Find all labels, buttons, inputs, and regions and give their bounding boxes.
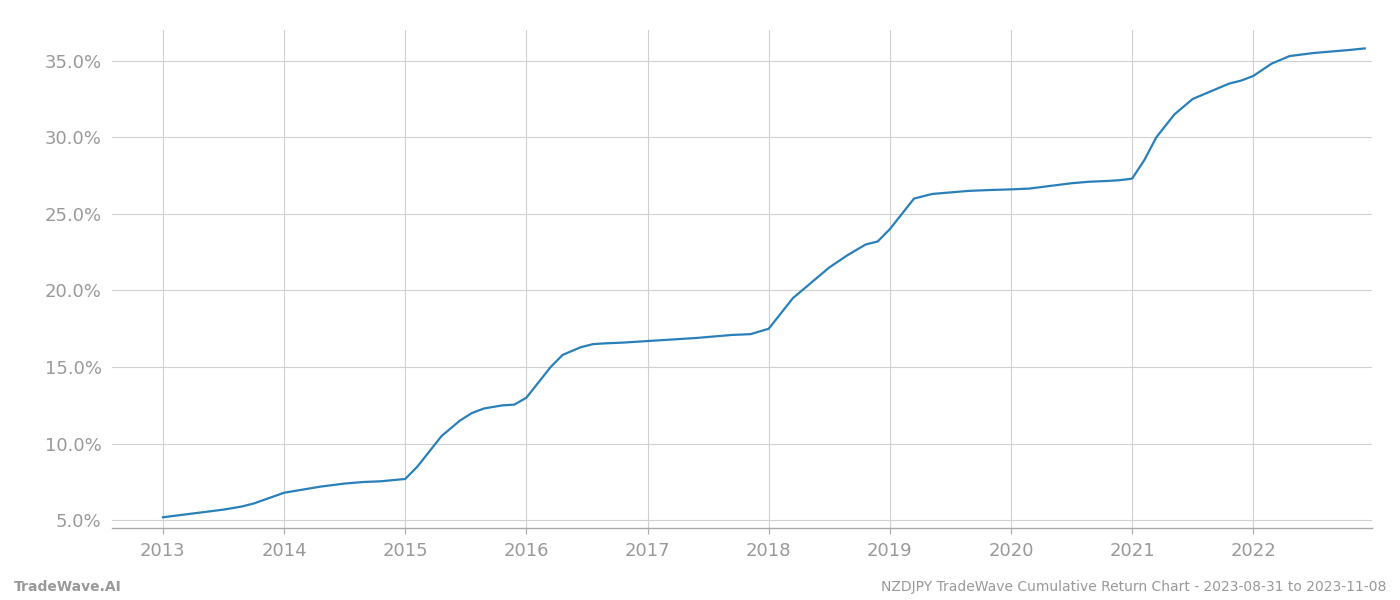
Text: NZDJPY TradeWave Cumulative Return Chart - 2023-08-31 to 2023-11-08: NZDJPY TradeWave Cumulative Return Chart…: [881, 580, 1386, 594]
Text: TradeWave.AI: TradeWave.AI: [14, 580, 122, 594]
